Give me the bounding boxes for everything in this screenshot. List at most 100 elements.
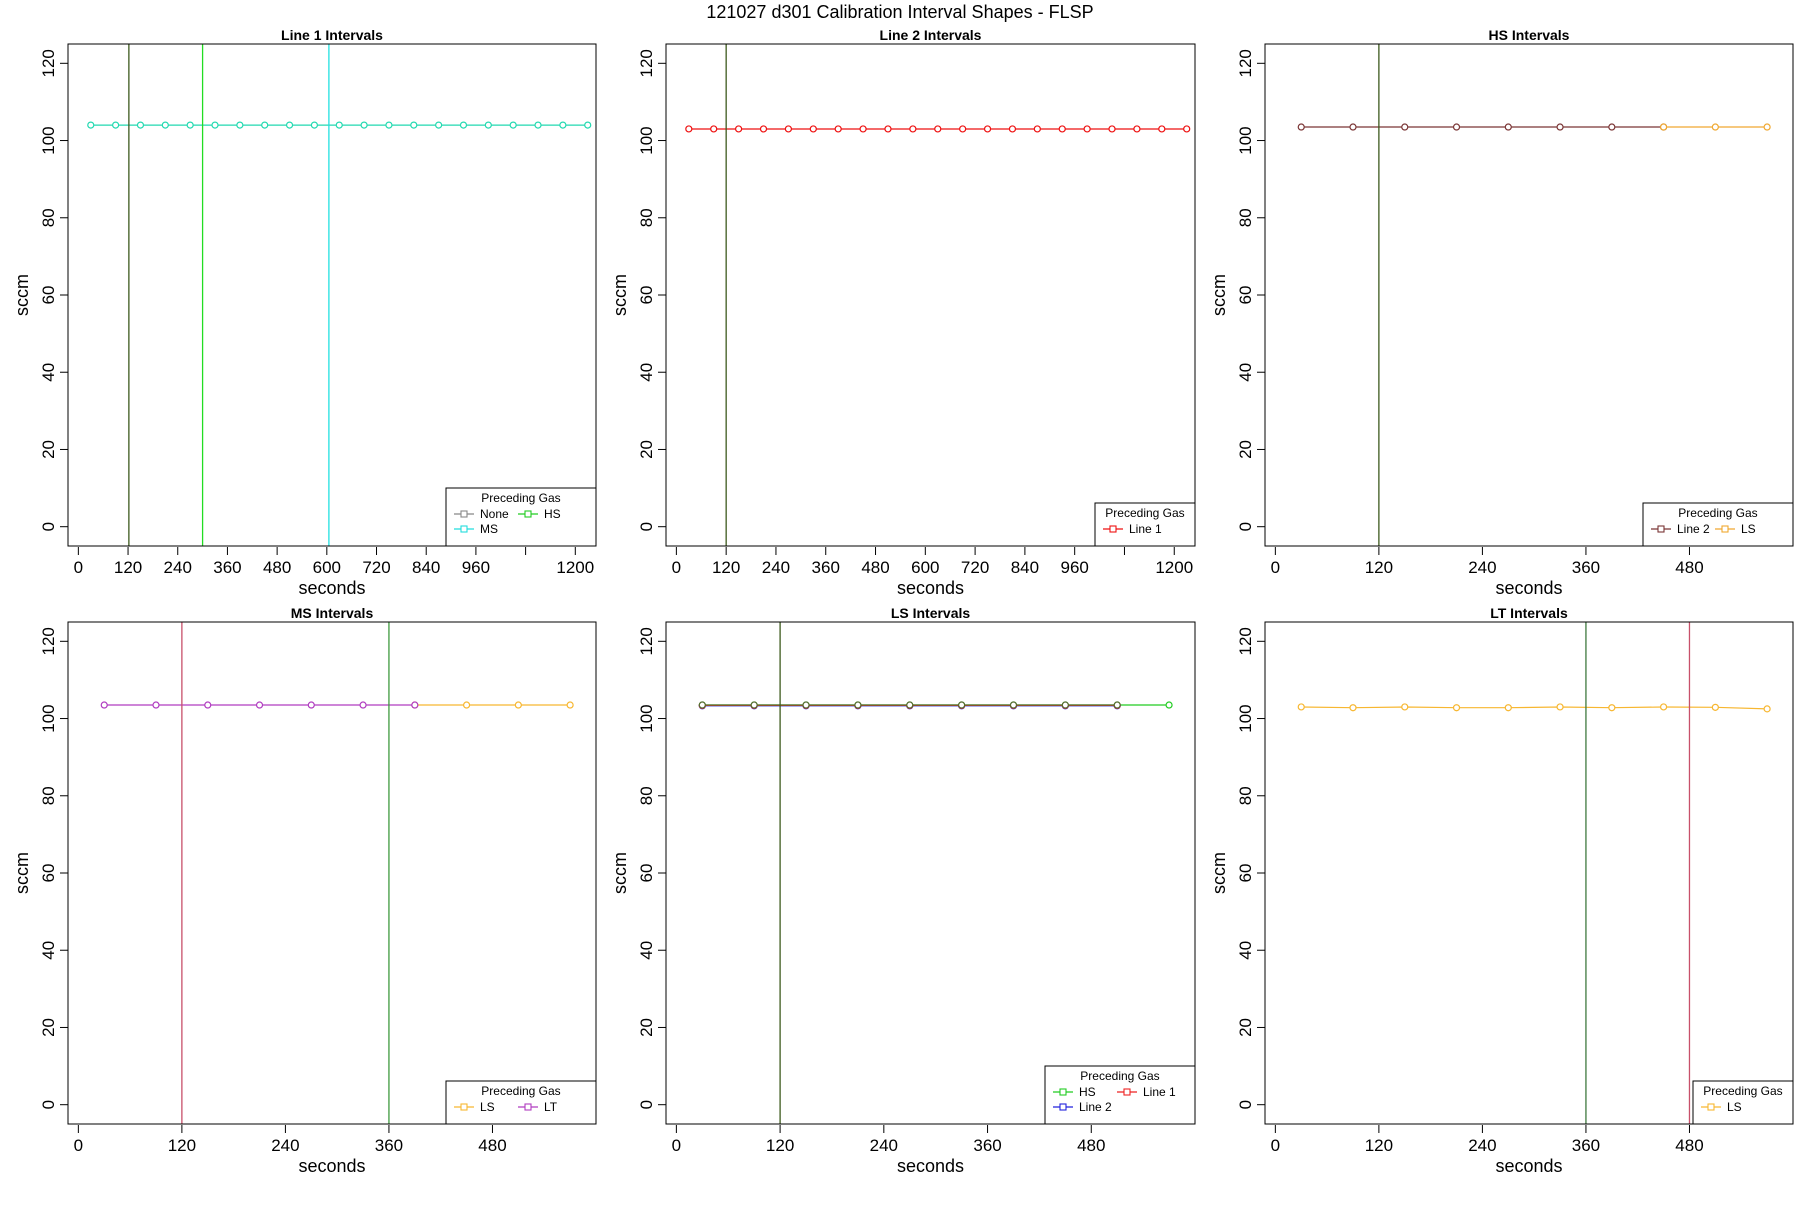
x-axis-label: seconds (298, 1156, 365, 1176)
data-point (1763, 123, 1771, 131)
legend-swatch-marker (460, 1103, 468, 1111)
legend: Preceding Gas Line 2 LS (1642, 502, 1794, 547)
y-tick-label: 60 (39, 286, 58, 305)
legend-swatch-marker (1721, 525, 1729, 533)
data-point (385, 121, 393, 129)
data-point (1165, 701, 1173, 709)
y-tick-label: 100 (39, 704, 58, 732)
legend-entry-label: LS (1741, 522, 1756, 536)
x-tick-label: 0 (672, 1136, 681, 1155)
data-point (1297, 123, 1305, 131)
data-point (335, 121, 343, 129)
x-tick-label: 240 (271, 1136, 299, 1155)
y-axis-label: sccm (610, 274, 630, 316)
data-point (1401, 123, 1409, 131)
panel-title: Line 2 Intervals (880, 27, 982, 43)
x-tick-label: 480 (263, 558, 291, 577)
data-point (1556, 123, 1564, 131)
y-tick-label: 0 (1236, 522, 1255, 531)
legend-swatch-marker (460, 510, 468, 518)
y-tick-label: 100 (1236, 704, 1255, 732)
y-tick-label: 40 (1236, 941, 1255, 960)
data-point (1711, 703, 1719, 711)
data-point (1556, 703, 1564, 711)
data-point (87, 121, 95, 129)
y-tick-label: 40 (637, 941, 656, 960)
y-axis-label: sccm (610, 852, 630, 894)
data-point (802, 701, 810, 709)
y-tick-label: 80 (637, 786, 656, 805)
x-tick-label: 960 (1060, 558, 1088, 577)
data-point (1711, 123, 1719, 131)
legend-title: Preceding Gas (481, 1084, 560, 1098)
data-point (459, 121, 468, 129)
data-point (959, 125, 967, 133)
data-point (307, 701, 315, 709)
x-axis-label: seconds (1495, 1156, 1562, 1176)
x-tick-label: 240 (164, 558, 192, 577)
legend-entry-label: None (480, 507, 509, 521)
x-tick-label: 600 (911, 558, 939, 577)
data-point (1158, 125, 1166, 133)
x-axis-label: seconds (897, 1156, 964, 1176)
x-tick-label: 240 (1468, 1136, 1496, 1155)
data-point (566, 701, 574, 709)
x-tick-label: 240 (1468, 558, 1496, 577)
y-tick-label: 120 (637, 49, 656, 77)
legend-entry-label: Line 2 (1677, 522, 1710, 536)
data-point (1608, 123, 1616, 131)
data-point (854, 701, 862, 709)
y-tick-label: 120 (1236, 49, 1255, 77)
data-point (136, 121, 145, 129)
legend-title: Preceding Gas (1703, 1084, 1782, 1098)
y-tick-label: 120 (39, 627, 58, 655)
legend-box (1692, 1080, 1794, 1125)
data-point (1659, 703, 1668, 711)
y-axis-label: sccm (1209, 274, 1229, 316)
data-point (958, 701, 966, 709)
data-point (310, 121, 318, 129)
data-point (834, 125, 842, 133)
panel-5: LS Intervals 0 120 240 360 480 seconds 0 20 40 60 8… (610, 605, 1196, 1176)
data-point (698, 701, 706, 709)
data-point (1083, 125, 1091, 133)
y-tick-label: 100 (39, 126, 58, 154)
legend-box (1094, 502, 1196, 547)
data-point (909, 125, 917, 133)
x-tick-label: 0 (1271, 1136, 1280, 1155)
data-point (285, 121, 294, 129)
x-tick-label: 360 (1572, 1136, 1600, 1155)
data-point (1452, 123, 1461, 131)
x-tick-label: 720 (362, 558, 390, 577)
data-point (435, 121, 443, 129)
x-axis-label: seconds (298, 578, 365, 598)
data-point (983, 125, 992, 133)
x-tick-label: 0 (74, 1136, 83, 1155)
y-tick-label: 120 (637, 627, 656, 655)
data-point (1033, 125, 1041, 133)
data-point (685, 125, 693, 133)
data-point (236, 121, 244, 129)
y-tick-label: 80 (39, 786, 58, 805)
legend-entry-label: HS (544, 507, 561, 521)
x-tick-label: 480 (861, 558, 889, 577)
data-point (1349, 123, 1357, 131)
panel-title: HS Intervals (1489, 27, 1570, 43)
legend-box (1044, 1065, 1196, 1125)
y-tick-label: 100 (637, 704, 656, 732)
data-point (359, 701, 367, 709)
y-tick-label: 20 (1236, 1018, 1255, 1037)
data-point (261, 121, 269, 129)
legend-entry-label: Line 1 (1129, 522, 1162, 536)
legend-title: Preceding Gas (1080, 1069, 1159, 1083)
data-point (710, 125, 718, 133)
y-tick-label: 40 (637, 363, 656, 382)
panel-title: Line 1 Intervals (281, 27, 383, 43)
legend-box (445, 487, 597, 547)
legend: Preceding Gas Line 1 (1094, 502, 1196, 547)
figure-title: 121027 d301 Calibration Interval Shapes … (706, 2, 1093, 22)
